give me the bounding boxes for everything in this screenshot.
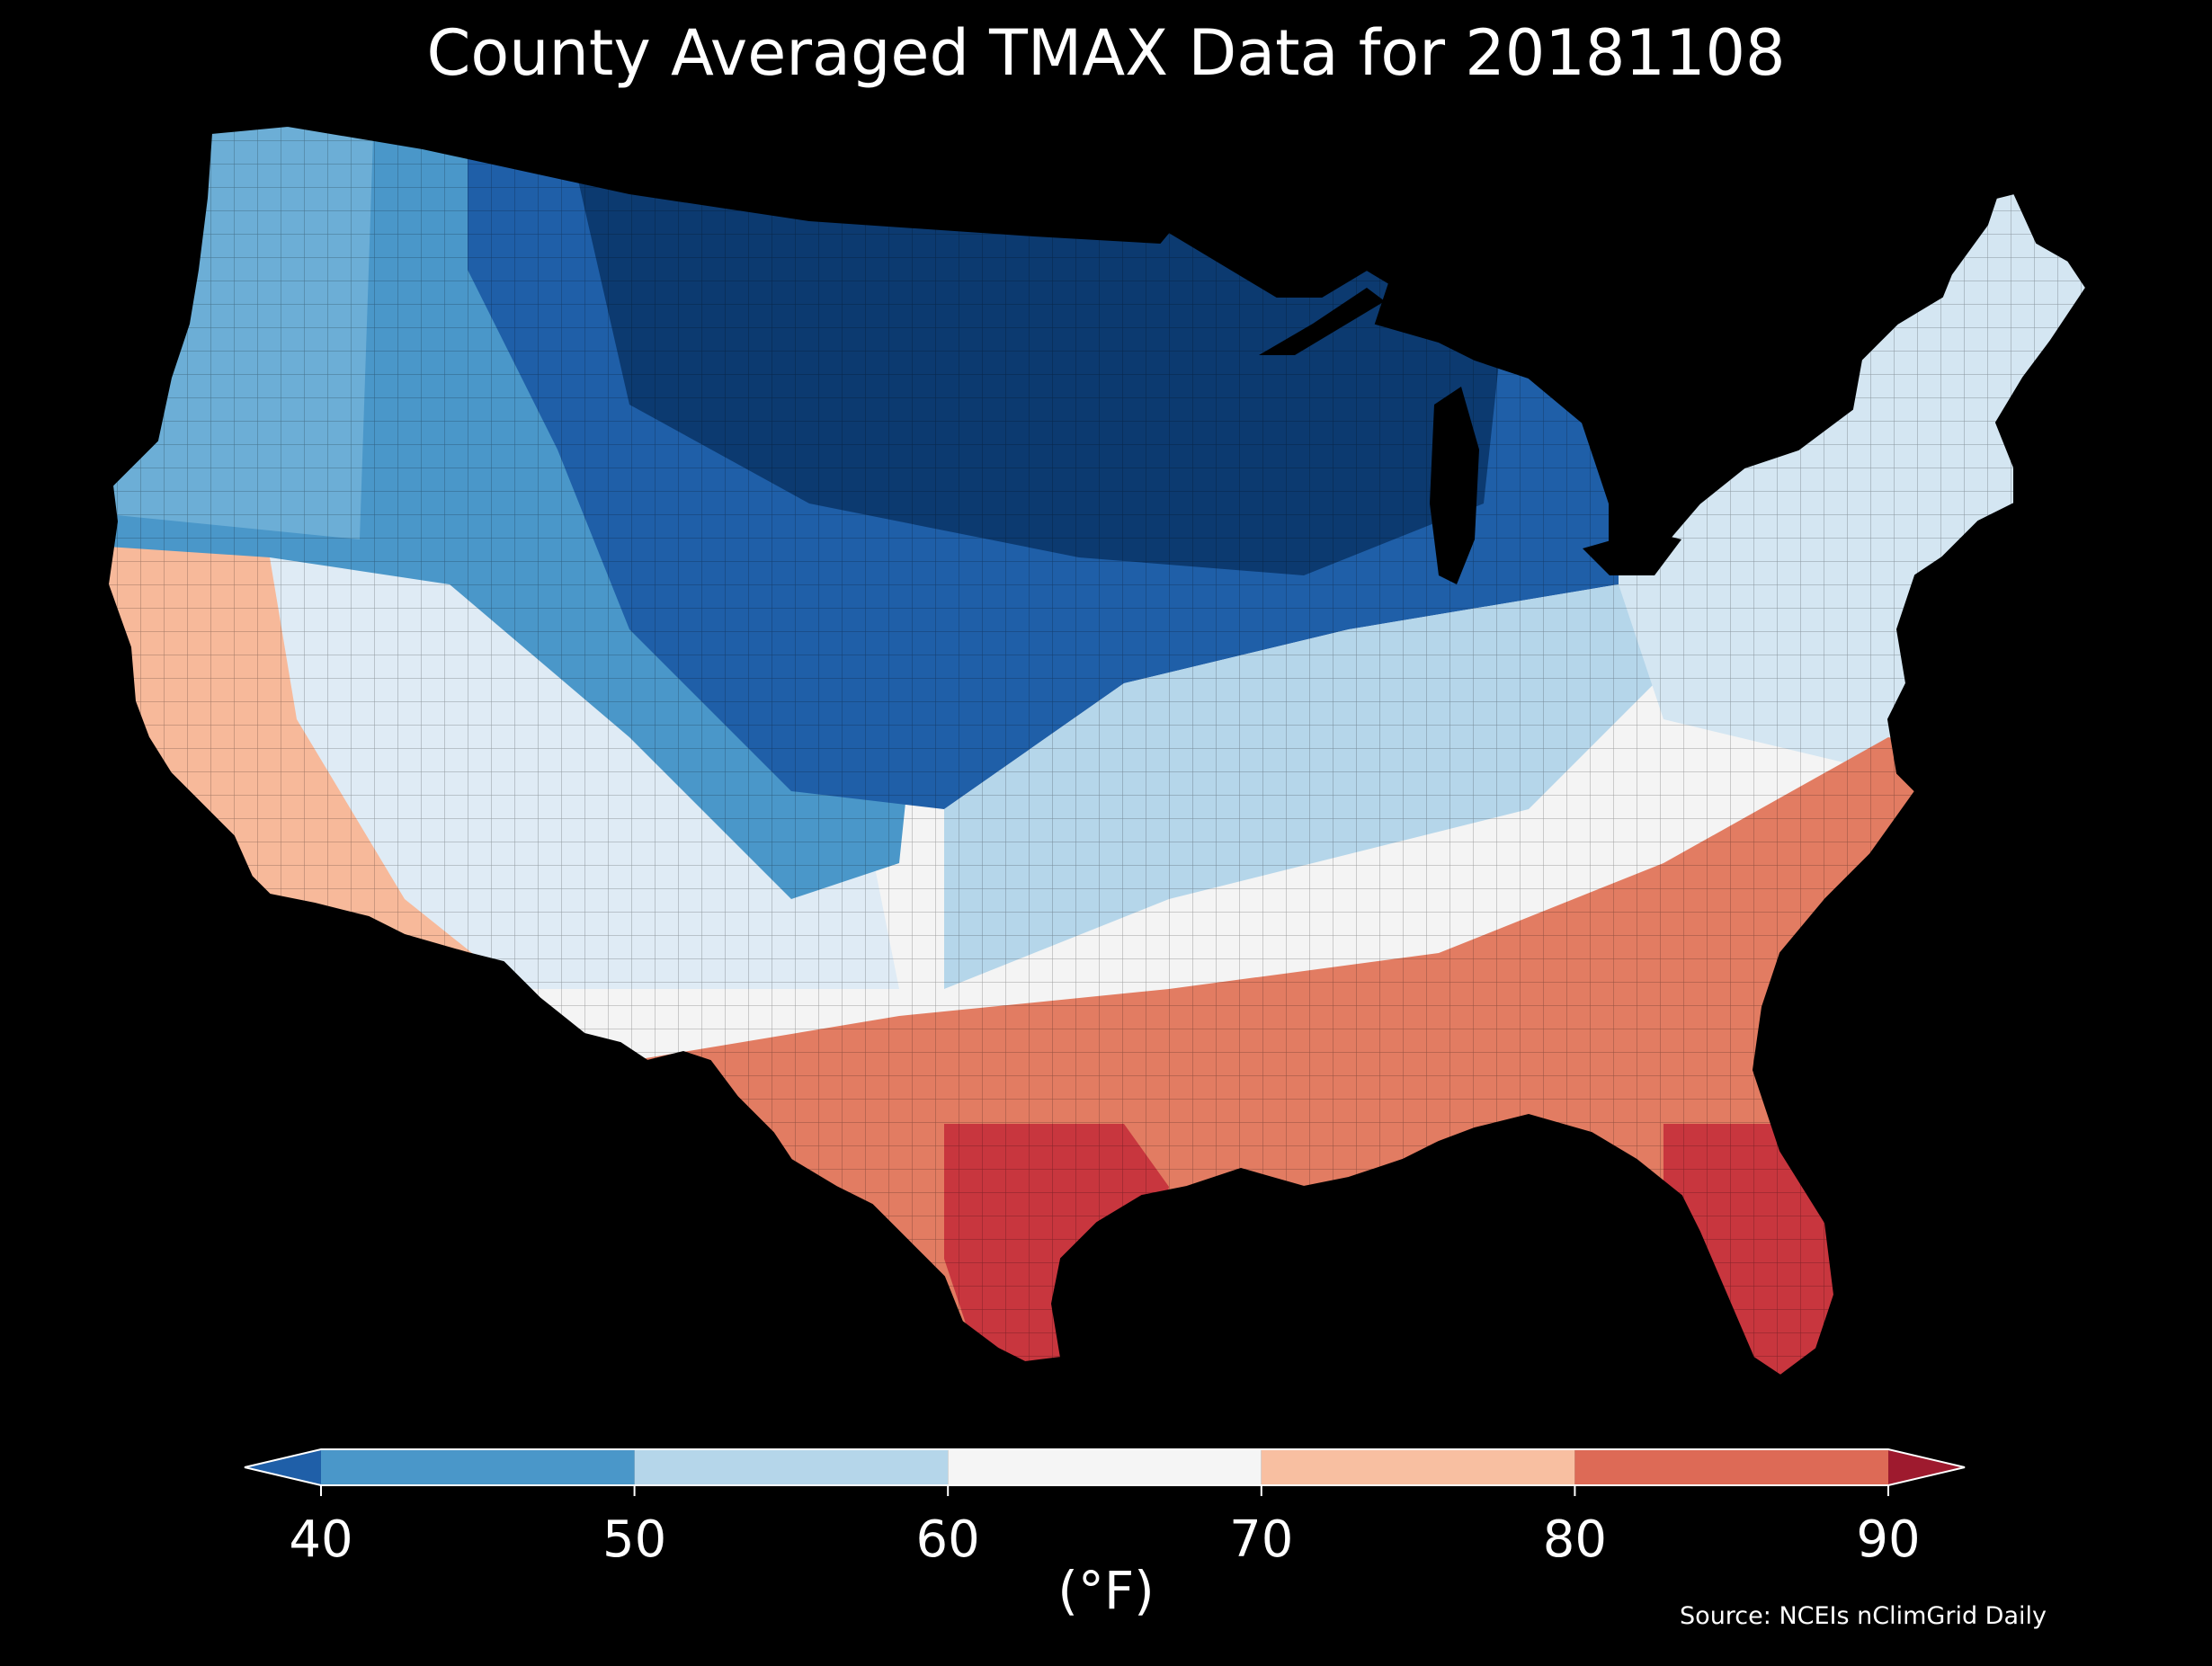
colorbar-extend-high [1888,1449,1965,1485]
colorbar-tick-label: 40 [289,1510,353,1569]
map-title: County Averaged TMAX Data for 20181108 [426,16,1786,90]
lake-michigan [1430,387,1479,584]
source-credit: Source: NCEIs nClimGrid Daily [1680,1602,2047,1630]
colorbar-unit-label: (°F) [1057,1560,1155,1621]
colorbar-bin-40-50 [321,1449,635,1485]
colorbar-tick-label: 70 [1229,1510,1294,1569]
colorbar-tick-label: 90 [1856,1510,1921,1569]
colorbar-extend-low [245,1449,321,1485]
lake-huron-erie [1583,530,1681,575]
colorbar-bin-80-90 [1574,1449,1888,1485]
lake-superior [1259,288,1385,355]
colorbar-tick-label: 60 [915,1510,980,1569]
colorbar-bin-50-60 [634,1449,949,1485]
colorbar-tick-label: 80 [1542,1510,1608,1569]
colorbar-bin-70-80 [1261,1449,1575,1485]
colorbar-tick-label: 50 [602,1510,667,1569]
colorbar-bin-60-70 [948,1449,1262,1485]
